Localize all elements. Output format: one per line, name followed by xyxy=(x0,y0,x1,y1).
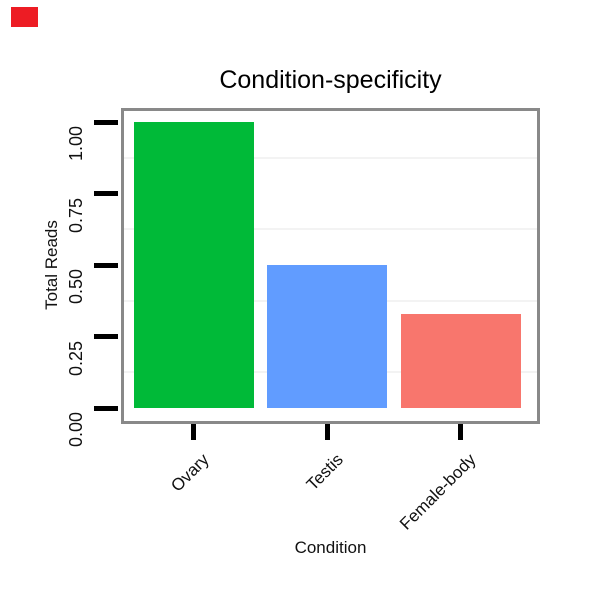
y-tick-mark xyxy=(94,191,118,196)
bar-female-body xyxy=(400,313,521,408)
y-tick-mark xyxy=(94,262,118,268)
x-tick-label-text: Testis xyxy=(302,450,347,495)
y-tick-label: 0.25 xyxy=(66,341,101,376)
red-marker-overlay xyxy=(11,7,38,27)
y-tick-label: 0.75 xyxy=(66,198,101,233)
y-tick-label: 0.00 xyxy=(66,412,101,447)
y-tick-mark xyxy=(94,119,118,125)
bar-testis xyxy=(267,265,387,408)
x-tick-mark xyxy=(458,424,463,440)
x-tick-label: Female-body xyxy=(367,450,480,534)
y-tick-mark xyxy=(94,334,118,339)
y-tick-label-text: 0.00 xyxy=(66,412,86,448)
plot-panel-border xyxy=(121,108,540,424)
x-axis-title: Condition xyxy=(294,538,367,557)
minor-gridline xyxy=(124,228,537,231)
y-axis-title-text: Total Reads xyxy=(42,220,61,310)
y-tick-mark xyxy=(94,405,118,411)
x-tick-label-text: Female-body xyxy=(396,450,480,534)
x-tick-mark xyxy=(191,424,196,440)
y-axis-title: Total Reads xyxy=(42,220,132,310)
y-tick-label: 1.00 xyxy=(66,126,101,161)
x-tick-label-text: Ovary xyxy=(167,450,213,496)
x-tick-mark xyxy=(324,424,330,440)
minor-gridline xyxy=(124,156,537,159)
y-tick-label-text: 0.75 xyxy=(66,197,86,233)
y-tick-label-text: 1.00 xyxy=(66,126,86,162)
bar-ovary xyxy=(133,122,254,408)
y-tick-label-text: 0.25 xyxy=(66,340,86,376)
chart-title: Condition-specificity xyxy=(219,66,442,94)
x-tick-label: Ovary xyxy=(154,450,212,495)
x-tick-label: Testis xyxy=(290,450,346,494)
